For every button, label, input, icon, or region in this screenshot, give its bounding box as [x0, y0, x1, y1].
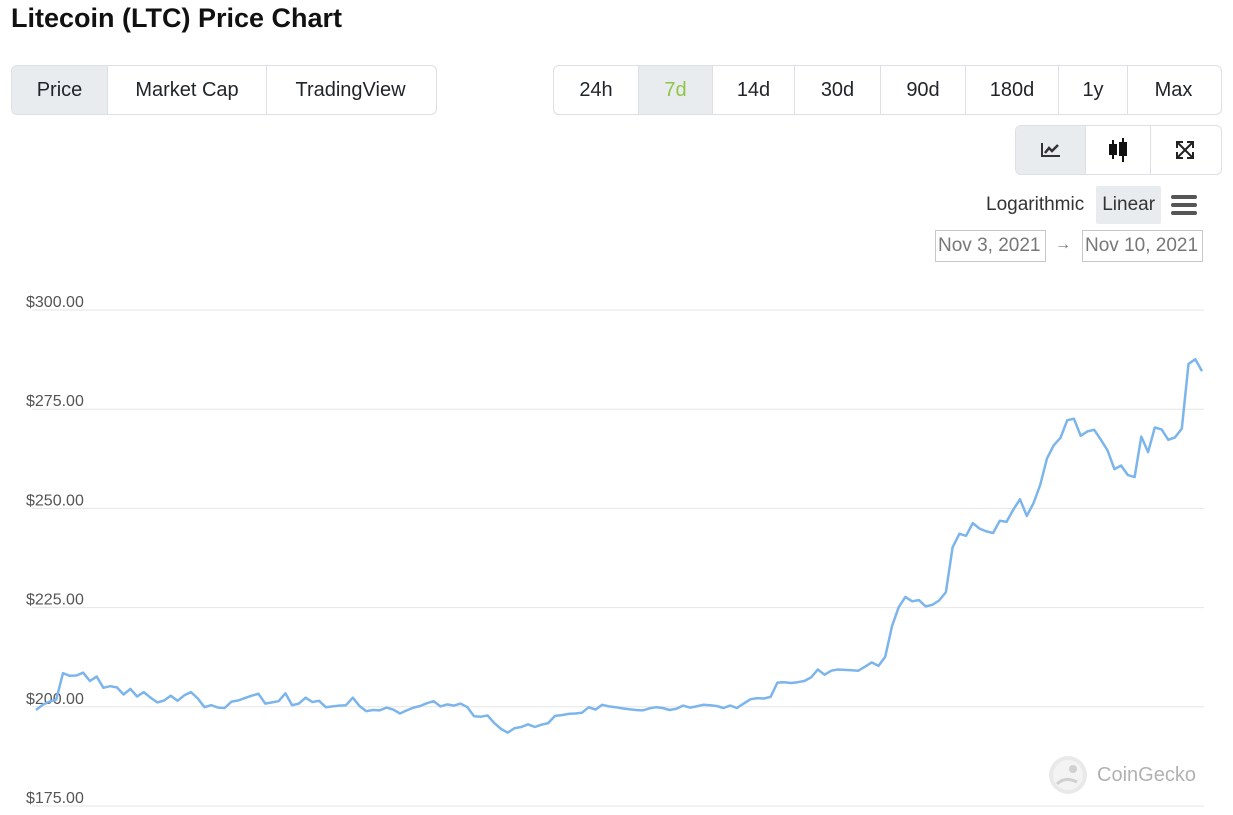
chart-view-group — [1015, 125, 1222, 175]
range-90d-button[interactable]: 90d — [881, 66, 966, 114]
range-24h-button[interactable]: 24h — [554, 66, 639, 114]
range-7d-button[interactable]: 7d — [639, 66, 713, 114]
y-tick-label: $250.00 — [26, 492, 84, 509]
tab-market-cap[interactable]: Market Cap — [108, 66, 267, 114]
y-tick-label: $300.00 — [26, 294, 84, 311]
fullscreen-icon — [1176, 141, 1194, 159]
range-30d-button[interactable]: 30d — [795, 66, 881, 114]
tab-price[interactable]: Price — [12, 66, 108, 114]
date-from-input[interactable]: Nov 3, 2021 — [935, 230, 1046, 262]
page-title: Litecoin (LTC) Price Chart — [11, 3, 343, 33]
y-axis-labels: $300.00$275.00$250.00$225.00$200.00$175.… — [26, 294, 84, 807]
line-chart-button[interactable] — [1016, 126, 1086, 174]
price-chart: $300.00$275.00$250.00$225.00$200.00$175.… — [26, 294, 1204, 807]
range-max-button[interactable]: Max — [1154, 78, 1193, 101]
chart-grid — [32, 309, 1204, 807]
range-1y-button[interactable]: 1y — [1059, 66, 1128, 114]
y-tick-label: $275.00 — [26, 393, 84, 410]
price-line-series — [35, 357, 1204, 734]
linear-option[interactable]: Linear — [1096, 186, 1162, 224]
range-14d-button[interactable]: 14d — [713, 66, 795, 114]
date-to-input[interactable]: Nov 10, 2021 — [1082, 230, 1203, 262]
hamburger-menu-icon[interactable] — [1171, 195, 1198, 215]
coingecko-logo-icon — [1049, 756, 1087, 794]
scale-selector: Logarithmic Linear — [980, 186, 1198, 224]
y-tick-label: $225.00 — [26, 592, 84, 609]
fullscreen-button[interactable] — [1151, 126, 1219, 174]
line-chart-icon — [1040, 143, 1060, 157]
y-tick-label: $175.00 — [26, 790, 84, 807]
tab-tradingview[interactable]: TradingView — [295, 78, 406, 101]
logarithmic-option[interactable]: Logarithmic — [986, 194, 1085, 215]
candlestick-button[interactable] — [1086, 126, 1151, 174]
candlestick-icon — [1109, 138, 1127, 162]
chart-tab-group: Price Market Cap TradingView — [11, 65, 437, 115]
range-180d-button[interactable]: 180d — [966, 66, 1059, 114]
time-range-group: 24h 7d 14d 30d 90d 180d 1y Max — [553, 65, 1222, 115]
watermark-text: CoinGecko — [1097, 763, 1196, 786]
date-arrow: → — [1055, 236, 1071, 253]
coingecko-watermark: CoinGecko — [1047, 754, 1196, 796]
